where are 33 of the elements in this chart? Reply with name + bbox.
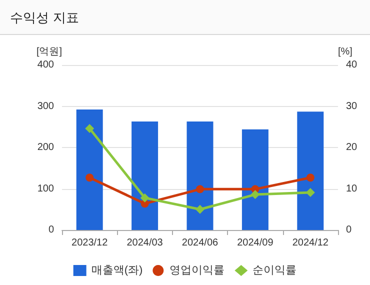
x-tick-label: 2023/12 <box>72 238 108 248</box>
point <box>140 193 150 202</box>
point <box>85 124 94 134</box>
y2-axis-title: [%] <box>338 46 353 58</box>
y-tick-label: 100 <box>37 183 54 194</box>
y-tick-label: 200 <box>37 142 54 153</box>
legend-label: 순이익률 <box>252 264 297 276</box>
y2-tick-label: 20 <box>346 142 358 153</box>
point <box>196 185 204 194</box>
point <box>86 174 94 182</box>
x-tick-label: 2024/06 <box>182 238 219 248</box>
y-tick-label: 0 <box>48 224 54 236</box>
x-tick-label: 2024/03 <box>126 238 164 248</box>
bar <box>297 112 324 230</box>
x-tick-label: 2024/12 <box>292 238 329 248</box>
legend-label: 매출액(좌) <box>91 264 143 276</box>
bar <box>242 129 268 230</box>
point <box>196 204 204 214</box>
y-tick-label: 400 <box>37 60 54 70</box>
chart-title: 수익성 지표 <box>10 10 80 27</box>
bar <box>132 122 158 230</box>
y2-tick-label: 40 <box>346 60 358 70</box>
y-axis-title: [억원] <box>36 46 62 58</box>
y2-tick-label: 30 <box>346 100 358 112</box>
point <box>250 190 260 200</box>
y-tick-label: 300 <box>37 100 54 112</box>
bar <box>76 110 103 230</box>
bar <box>186 122 214 230</box>
y2-tick-label: 0 <box>346 224 352 236</box>
point <box>306 174 314 182</box>
legend-label: 영업이익률 <box>170 264 225 276</box>
y2-tick-label: 10 <box>346 183 358 194</box>
x-tick-label: 2024/09 <box>237 238 274 248</box>
